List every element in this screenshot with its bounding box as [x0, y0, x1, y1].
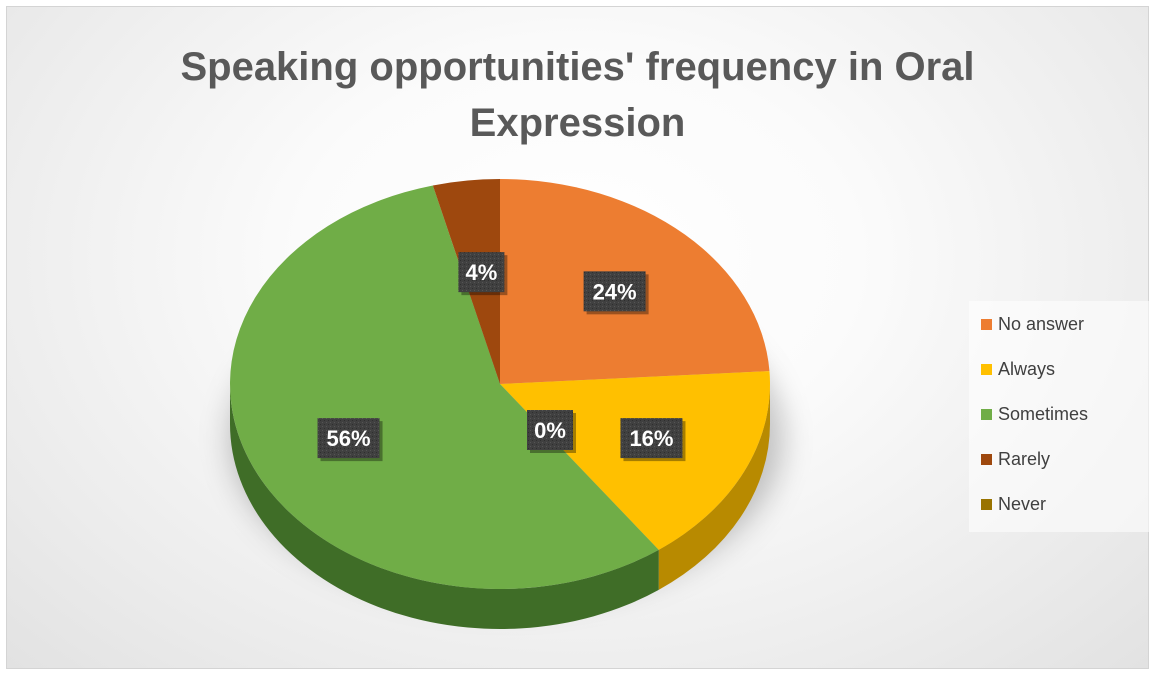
pie-chart: 24% 16% 56% 4% 0% — [228, 179, 784, 629]
legend-swatch-no-answer — [981, 318, 992, 330]
legend-item-rarely: Rarely — [981, 447, 1050, 471]
data-label-text: 24% — [593, 279, 637, 304]
legend-item-never: Never — [981, 492, 1046, 516]
data-label-box — [527, 410, 573, 450]
pie-side-sometimes — [230, 384, 659, 629]
data-label-text: 0% — [534, 418, 566, 443]
pie-side-always — [658, 384, 770, 590]
legend-swatch-rarely — [981, 453, 992, 465]
data-label-box — [317, 418, 380, 459]
data-label-always: 16% — [620, 418, 686, 462]
chart-title-line-2: Expression — [469, 101, 686, 145]
legend-label-no-answer: No answer — [998, 313, 1085, 334]
legend-label-sometimes: Sometimes — [998, 403, 1089, 424]
legend-item-sometimes: Sometimes — [981, 402, 1088, 426]
legend-swatch-sometimes — [981, 408, 992, 420]
data-label-no-answer: 24% — [583, 271, 649, 315]
legend-label-never: Never — [998, 493, 1047, 514]
legend: No answer Always Sometimes Rarely Never — [969, 301, 1152, 532]
legend-swatch-never — [981, 498, 992, 510]
data-label-rarely: 4% — [458, 252, 508, 296]
legend-item-no-answer: No answer — [981, 312, 1084, 336]
data-label-sometimes: 56% — [317, 418, 383, 462]
chart-title: Speaking opportunities' frequency in Ora… — [7, 39, 1148, 151]
data-label-never: 0% — [527, 410, 576, 453]
data-label-box — [458, 252, 505, 293]
legend-label-always: Always — [998, 358, 1056, 379]
data-label-text: 56% — [327, 426, 371, 451]
data-label-text: 16% — [629, 426, 673, 451]
data-label-box — [583, 271, 646, 312]
legend-label-rarely: Rarely — [998, 448, 1051, 469]
data-label-box — [620, 418, 683, 459]
pie-slice-sometimes — [230, 185, 659, 589]
legend-item-always: Always — [981, 357, 1055, 381]
chart-area: Speaking opportunities' frequency in Ora… — [6, 6, 1152, 669]
legend-swatch-always — [981, 363, 992, 375]
data-label-text: 4% — [465, 260, 497, 285]
chart-title-line-1: Speaking opportunities' frequency in Ora… — [180, 45, 975, 89]
